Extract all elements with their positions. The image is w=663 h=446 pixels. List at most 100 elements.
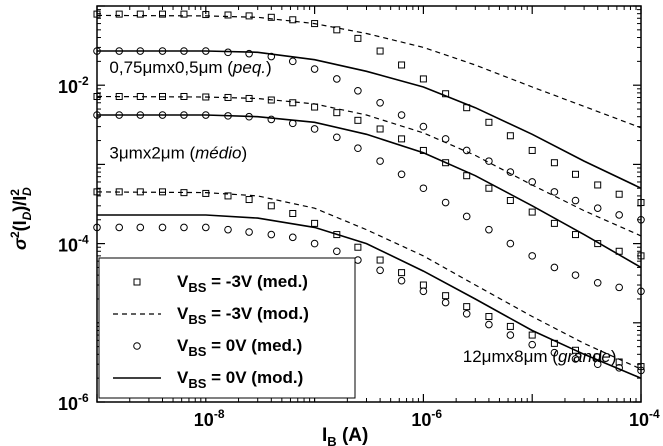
data-point-circle bbox=[441, 198, 450, 207]
data-point-square bbox=[180, 10, 188, 18]
y-tick-label: 10-2 bbox=[58, 74, 89, 97]
data-point-circle bbox=[462, 212, 471, 221]
data-point-square bbox=[485, 184, 493, 192]
data-point-square bbox=[354, 34, 362, 42]
data-point-circle bbox=[528, 252, 537, 260]
y-tick-label: 10-4 bbox=[58, 233, 89, 256]
series-line bbox=[97, 214, 642, 379]
x-tick-label: 10-4 bbox=[629, 407, 660, 430]
data-point-square bbox=[333, 26, 341, 34]
data-point-circle bbox=[288, 233, 297, 242]
data-point-square bbox=[485, 313, 493, 321]
data-point-square bbox=[224, 192, 232, 200]
x-axis-label-sub: B bbox=[327, 434, 336, 446]
x-axis-label-main: I bbox=[322, 425, 327, 446]
data-point-square bbox=[506, 322, 514, 330]
data-point-circle bbox=[397, 111, 406, 119]
legend-marker-circle bbox=[133, 342, 141, 350]
data-point-circle bbox=[419, 287, 428, 296]
x-tick-label: 10-6 bbox=[411, 407, 442, 430]
data-point-circle bbox=[158, 223, 167, 232]
series-line bbox=[96, 191, 642, 370]
legend: VBS = -3V (med.) VBS = -3V (mod.) VBS = 0V… bbox=[98, 257, 356, 399]
data-point-square bbox=[159, 188, 167, 196]
data-point-square bbox=[398, 269, 406, 277]
series-line bbox=[96, 14, 642, 129]
data-point-circle bbox=[615, 211, 623, 219]
series-grande-med-0V bbox=[93, 223, 645, 375]
data-point-square bbox=[115, 10, 123, 18]
data-point-circle bbox=[506, 331, 515, 339]
data-point-circle bbox=[593, 278, 602, 287]
x-axis-label: IB (A) bbox=[322, 425, 368, 446]
data-point-square bbox=[376, 125, 384, 133]
data-point-circle bbox=[419, 184, 428, 193]
data-point-circle bbox=[550, 348, 559, 357]
data-point-square bbox=[202, 189, 210, 197]
data-point-circle bbox=[333, 133, 341, 142]
legend-entry: VBS = -3V (med.) bbox=[133, 272, 308, 295]
data-point-square bbox=[289, 16, 297, 24]
x-axis-label-rest: (A) bbox=[337, 425, 369, 446]
data-point-square bbox=[550, 159, 558, 167]
data-point-square bbox=[571, 170, 579, 178]
data-point-circle bbox=[245, 228, 253, 236]
data-point-circle bbox=[550, 188, 559, 196]
data-point-circle bbox=[180, 223, 188, 232]
ann-medio: 3μmx2μm (médio) bbox=[109, 144, 247, 163]
data-point-square bbox=[442, 292, 450, 300]
data-point-circle bbox=[376, 266, 384, 275]
data-point-circle bbox=[202, 223, 210, 232]
data-point-circle bbox=[397, 170, 406, 179]
legend-entry: VBS = 0V (med.) bbox=[133, 336, 302, 359]
legend-label: VBS = 0V (mod.) bbox=[177, 368, 303, 391]
data-point-square bbox=[528, 146, 536, 154]
data-point-circle bbox=[224, 225, 232, 234]
data-point-square bbox=[289, 99, 297, 107]
data-point-circle bbox=[354, 86, 362, 95]
data-point-circle bbox=[310, 125, 319, 133]
data-point-square bbox=[571, 346, 579, 354]
data-point-circle bbox=[267, 115, 276, 124]
series-line bbox=[97, 50, 642, 189]
data-point-circle bbox=[485, 225, 493, 234]
legend-label: VBS = 0V (med.) bbox=[177, 336, 302, 359]
data-point-circle bbox=[288, 57, 297, 66]
series-layer bbox=[93, 10, 645, 379]
data-point-square bbox=[289, 209, 297, 217]
data-point-circle bbox=[333, 247, 341, 256]
data-point-square bbox=[571, 231, 579, 239]
series-peq-mod-0V bbox=[97, 50, 642, 189]
data-point-circle bbox=[310, 239, 319, 248]
data-point-square bbox=[398, 61, 406, 69]
data-point-circle bbox=[506, 239, 515, 248]
data-point-square bbox=[528, 208, 536, 216]
data-point-square bbox=[398, 135, 406, 143]
ann-grande: 12μmx8μm (grande) bbox=[463, 347, 617, 366]
data-point-circle bbox=[593, 360, 602, 369]
data-point-circle bbox=[354, 144, 362, 153]
legend-marker-square bbox=[133, 278, 141, 286]
data-point-square bbox=[159, 92, 167, 100]
data-point-square bbox=[267, 13, 275, 21]
data-point-circle bbox=[441, 298, 450, 307]
data-point-circle bbox=[115, 223, 124, 232]
data-point-square bbox=[528, 331, 536, 339]
data-point-circle bbox=[136, 223, 145, 232]
data-point-square bbox=[311, 219, 319, 227]
legend-entry: VBS = -3V (mod.) bbox=[113, 304, 309, 327]
data-point-square bbox=[550, 219, 558, 227]
data-point-circle bbox=[550, 263, 559, 272]
data-point-circle bbox=[571, 355, 580, 363]
data-point-square bbox=[245, 12, 253, 20]
series-peq-mod-m3V bbox=[96, 14, 642, 129]
data-point-square bbox=[376, 256, 384, 264]
data-point-circle bbox=[419, 122, 428, 131]
data-point-circle bbox=[267, 52, 276, 61]
data-point-circle bbox=[333, 75, 341, 83]
data-point-circle bbox=[528, 340, 537, 349]
data-point-circle bbox=[397, 276, 406, 285]
data-point-circle bbox=[571, 196, 580, 205]
data-point-square bbox=[333, 109, 341, 117]
